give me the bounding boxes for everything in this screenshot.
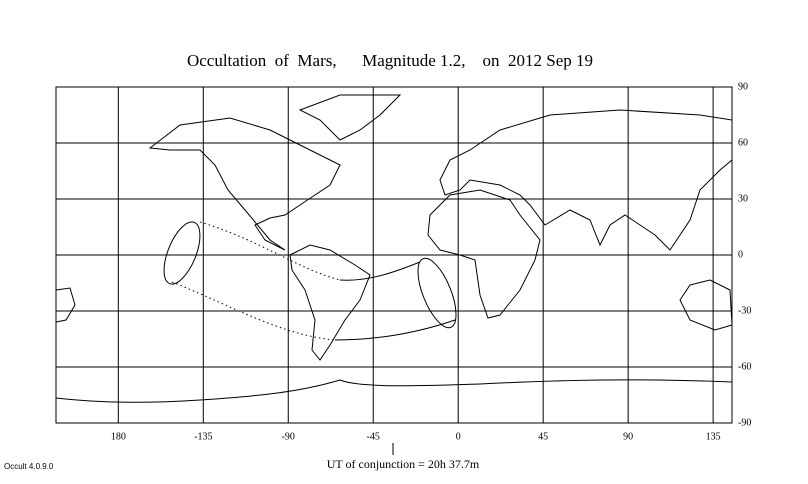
eurasia [439, 109, 733, 251]
path-north-limit-dotted [199, 221, 341, 281]
path-start-outline [163, 221, 201, 285]
y-tick-label: 0 [738, 249, 743, 260]
x-tick-label: 180 [111, 431, 126, 442]
antarctica [55, 379, 733, 403]
x-tick-label: 90 [623, 431, 633, 442]
greenland [298, 94, 402, 141]
y-tick-label: 90 [738, 81, 748, 92]
y-tick-label: -60 [738, 361, 751, 372]
path-south-limit [334, 319, 456, 341]
south-america [289, 244, 371, 361]
north-america [148, 117, 341, 251]
x-tick-label: 135 [706, 431, 721, 442]
x-tick-label: 0 [456, 431, 461, 442]
y-tick-label: -30 [738, 305, 751, 316]
x-tick-label: -135 [194, 431, 212, 442]
path-north-limit [339, 261, 421, 281]
y-tick-label: 60 [738, 137, 748, 148]
x-tick-label: -45 [367, 431, 380, 442]
x-tick-label: 45 [538, 431, 548, 442]
path-end-outline [417, 257, 457, 329]
path-south-limit-dotted [171, 281, 336, 341]
australia [55, 279, 733, 331]
x-tick-label: -90 [282, 431, 295, 442]
occultation-path [163, 221, 457, 341]
africa [427, 189, 541, 319]
y-tick-label: 30 [738, 193, 748, 204]
title: Occultation of Mars, Magnitude 1.2, on 2… [187, 51, 593, 70]
conjunction-time: UT of conjunction = 20h 37.7m [327, 457, 480, 471]
y-tick-label: -90 [738, 417, 751, 428]
version: Occult 4.0.9.0 [4, 462, 54, 471]
coastlines [55, 94, 733, 403]
